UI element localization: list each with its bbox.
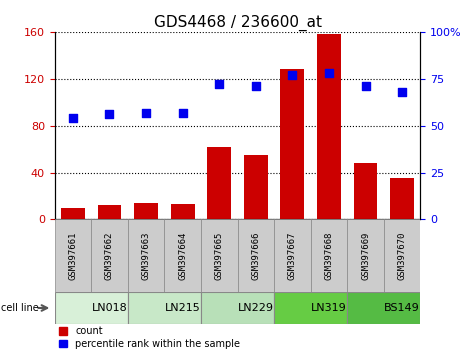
Point: [362, 84, 370, 89]
Bar: [164, 219, 201, 292]
Text: GSM397668: GSM397668: [324, 232, 333, 280]
Point: [69, 115, 77, 121]
Bar: [353, 163, 378, 219]
Text: LN215: LN215: [165, 303, 200, 313]
Bar: [171, 204, 195, 219]
Bar: [97, 205, 122, 219]
Point: [289, 72, 296, 78]
Text: LN229: LN229: [238, 303, 274, 313]
Bar: [347, 219, 384, 292]
Bar: [201, 219, 238, 292]
Bar: [384, 219, 420, 292]
Bar: [274, 292, 347, 324]
Text: cell line: cell line: [1, 303, 38, 313]
Text: GSM397665: GSM397665: [215, 232, 224, 280]
Point: [216, 81, 223, 87]
Point: [325, 70, 332, 76]
Bar: [274, 219, 311, 292]
Bar: [134, 203, 158, 219]
Bar: [238, 219, 274, 292]
Bar: [55, 292, 128, 324]
Text: GSM397667: GSM397667: [288, 232, 297, 280]
Text: GSM397663: GSM397663: [142, 232, 151, 280]
Bar: [128, 292, 201, 324]
Point: [105, 112, 113, 117]
Bar: [347, 292, 420, 324]
Bar: [201, 292, 274, 324]
Text: GSM397664: GSM397664: [178, 232, 187, 280]
Bar: [311, 219, 347, 292]
Bar: [91, 219, 128, 292]
Text: BS149: BS149: [384, 303, 420, 313]
Point: [142, 110, 150, 115]
Bar: [128, 219, 164, 292]
Text: GSM397670: GSM397670: [398, 232, 407, 280]
Text: GSM397661: GSM397661: [68, 232, 77, 280]
Text: LN018: LN018: [92, 303, 127, 313]
Bar: [280, 69, 304, 219]
Title: GDS4468 / 236600_at: GDS4468 / 236600_at: [153, 14, 322, 30]
Point: [252, 84, 259, 89]
Bar: [390, 178, 414, 219]
Legend: count, percentile rank within the sample: count, percentile rank within the sample: [59, 326, 240, 349]
Bar: [61, 208, 85, 219]
Text: GSM397669: GSM397669: [361, 232, 370, 280]
Text: LN319: LN319: [311, 303, 347, 313]
Text: GSM397666: GSM397666: [251, 232, 260, 280]
Point: [398, 89, 406, 95]
Bar: [317, 34, 341, 219]
Bar: [207, 147, 231, 219]
Point: [179, 110, 186, 115]
Bar: [55, 219, 91, 292]
Bar: [244, 155, 268, 219]
Text: GSM397662: GSM397662: [105, 232, 114, 280]
